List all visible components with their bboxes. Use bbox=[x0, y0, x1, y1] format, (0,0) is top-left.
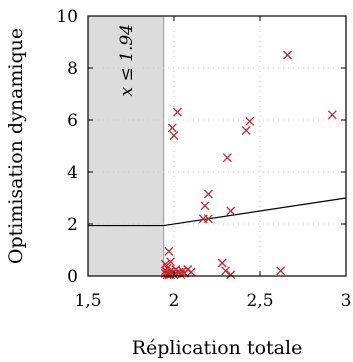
grid-layer bbox=[88, 16, 346, 276]
data-point-stroke bbox=[186, 267, 196, 277]
data-point-stroke bbox=[217, 258, 227, 268]
data-point-stroke bbox=[200, 201, 210, 211]
data-point bbox=[245, 116, 255, 126]
data-point-stroke bbox=[226, 270, 236, 280]
data-point bbox=[217, 258, 227, 268]
x-tick-label: 3 bbox=[341, 291, 352, 311]
data-point bbox=[241, 125, 251, 135]
data-point bbox=[172, 107, 182, 117]
data-point bbox=[221, 266, 231, 276]
y-tick-label: 6 bbox=[67, 111, 78, 131]
data-point-stroke bbox=[203, 189, 213, 199]
fit-line bbox=[88, 197, 347, 227]
data-point-stroke bbox=[241, 125, 251, 135]
data-point bbox=[222, 153, 232, 163]
data-points-layer bbox=[160, 50, 337, 280]
data-point bbox=[283, 50, 292, 60]
data-point bbox=[186, 267, 196, 277]
data-point-stroke bbox=[203, 214, 213, 224]
data-point bbox=[203, 189, 213, 199]
data-point-stroke bbox=[160, 259, 170, 269]
data-point-stroke bbox=[226, 206, 236, 216]
y-tick-label: 4 bbox=[67, 163, 78, 183]
y-tick-label: 2 bbox=[67, 215, 78, 235]
plot-frame bbox=[87, 15, 347, 277]
x-tick-label: 2 bbox=[169, 291, 180, 311]
data-point bbox=[169, 131, 179, 141]
ticks-layer: 1,5 2 2,5 3 0 2 4 6 8 10 bbox=[56, 7, 351, 311]
x-tick-label: 2,5 bbox=[246, 291, 273, 311]
data-point-stroke bbox=[167, 123, 177, 133]
y-tick-label: 10 bbox=[56, 7, 78, 27]
data-point-stroke bbox=[172, 107, 182, 117]
shaded-region bbox=[88, 16, 164, 276]
data-point bbox=[167, 123, 177, 133]
data-point-stroke bbox=[276, 266, 286, 276]
data-point bbox=[226, 270, 236, 280]
y-tick-label: 0 bbox=[67, 267, 78, 287]
data-point-stroke bbox=[222, 153, 232, 163]
data-point bbox=[166, 257, 176, 267]
fit-line-layer bbox=[88, 197, 347, 227]
x-axis-label: Réplication totale bbox=[132, 337, 303, 359]
x-tick-label: 1,5 bbox=[74, 291, 101, 311]
data-point bbox=[203, 214, 213, 224]
data-point bbox=[327, 110, 337, 120]
data-point bbox=[226, 206, 236, 216]
data-point-stroke bbox=[169, 131, 179, 141]
data-point-stroke bbox=[164, 246, 174, 256]
data-point-stroke bbox=[283, 50, 292, 60]
shaded-region-layer bbox=[88, 16, 165, 276]
data-point-stroke bbox=[166, 257, 176, 267]
data-point bbox=[164, 246, 174, 256]
threshold-annotation: x ≤ 1.94 bbox=[117, 24, 137, 97]
data-point-stroke bbox=[245, 116, 255, 126]
y-axis-label: Optimisation dynamique bbox=[5, 28, 27, 264]
data-point-stroke bbox=[221, 266, 231, 276]
y-tick-label: 8 bbox=[67, 59, 78, 79]
data-point bbox=[200, 201, 210, 211]
data-point bbox=[276, 266, 286, 276]
data-point-stroke bbox=[327, 110, 337, 120]
